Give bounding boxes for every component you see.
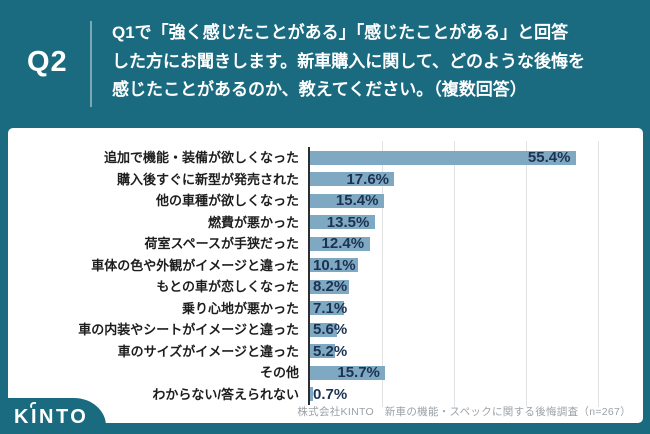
bar-row: 55.4% xyxy=(310,147,635,169)
bar xyxy=(310,279,350,294)
question-text: Q1で「強く感じたことがある」「感じたことがある」と回答 した方にお聞きします。… xyxy=(112,19,587,105)
bar-row: 0.7% xyxy=(310,384,635,406)
source-note: 株式会社KINTO 新車の機能・スペックに関する後悔調査（n=267） xyxy=(297,406,631,418)
value-label: 15.7% xyxy=(337,364,380,381)
category-label: もとの車が恋しくなった xyxy=(156,279,299,294)
bar xyxy=(310,344,335,359)
bar-row: 10.1% xyxy=(310,255,635,277)
plot-area: 55.4% 17.6% 15.4% 13.5% 12.4% 10.1% 8.2% 7.1% 5.… xyxy=(308,141,635,407)
bar xyxy=(310,322,337,337)
category-label: わからない/答えられない xyxy=(152,386,299,402)
value-label: 0.7% xyxy=(313,385,348,403)
chart-panel: 追加で機能・装備が欲しくなった購入後すぐに新型が発売された他の車種が欲しくなった… xyxy=(8,128,643,423)
kinto-logo-tab: KINTO xyxy=(0,398,106,434)
bar xyxy=(310,365,386,380)
header-divider xyxy=(90,21,92,107)
category-label: その他 xyxy=(259,365,299,380)
kinto-logo: KINTO xyxy=(14,406,89,428)
category-label: 追加で機能・装備が欲しくなった xyxy=(103,150,299,165)
gridline xyxy=(526,141,527,407)
gridline xyxy=(598,141,599,407)
bar-row: 12.4% xyxy=(310,233,635,255)
bar-row: 15.7% xyxy=(310,362,635,384)
bar xyxy=(310,150,576,165)
bar-row: 8.2% xyxy=(310,276,635,298)
category-label: 荷室スペースが手狭だった xyxy=(144,236,299,251)
bar xyxy=(310,301,345,316)
question-header: Q2 Q1で「強く感じたことがある」「感じたことがある」と回答 した方にお聞きし… xyxy=(0,0,650,128)
bar-row: 15.4% xyxy=(310,190,635,212)
question-line: した方にお聞きします。新車購入に関して、どのような後悔を xyxy=(112,51,585,71)
category-label: 購入後すぐに新型が発売された xyxy=(116,171,299,187)
question-line: Q1で「強く感じたことがある」「感じたことがある」と回答 xyxy=(112,23,569,42)
value-label: 5.6% xyxy=(313,321,348,338)
kinto-logo-mark xyxy=(30,402,37,408)
category-label: 車のサイズがイメージと違った xyxy=(117,343,299,359)
bar-row: 5.2% xyxy=(310,341,635,363)
bar xyxy=(310,258,359,273)
value-label: 15.4% xyxy=(335,192,379,209)
category-label: 車体の色や外観がイメージと違った xyxy=(91,257,299,273)
bar-row: 5.6% xyxy=(310,319,635,341)
value-label: 13.5% xyxy=(326,213,370,231)
bar xyxy=(310,193,384,208)
bar xyxy=(310,215,375,230)
bar xyxy=(310,387,314,402)
category-label: 乗り心地が悪かった xyxy=(181,300,299,316)
category-label: 燃費が悪かった xyxy=(207,214,299,230)
value-label: 12.4% xyxy=(321,235,365,252)
category-label: 他の車種が欲しくなった xyxy=(155,193,299,208)
value-label: 17.6% xyxy=(346,170,390,188)
value-label: 10.1% xyxy=(313,256,356,274)
value-label: 55.4% xyxy=(527,149,571,166)
question-number-badge: Q2 xyxy=(27,46,68,78)
gridline xyxy=(382,141,383,407)
gridline xyxy=(454,141,455,407)
value-label: 7.1% xyxy=(313,299,348,317)
bar-row: 13.5% xyxy=(310,212,635,234)
bar xyxy=(310,172,395,187)
question-line: 感じたことがあるのか、教えてください。（複数回答） xyxy=(112,80,527,99)
bar-row: 7.1% xyxy=(310,298,635,320)
bar-row: 17.6% xyxy=(310,169,635,191)
category-label: 車の内装やシートがイメージと違った xyxy=(78,322,299,337)
value-label: 5.2% xyxy=(313,342,348,360)
value-label: 8.2% xyxy=(313,278,348,295)
category-labels: 追加で機能・装備が欲しくなった購入後すぐに新型が発売された他の車種が欲しくなった… xyxy=(8,147,308,405)
bar xyxy=(310,236,370,251)
